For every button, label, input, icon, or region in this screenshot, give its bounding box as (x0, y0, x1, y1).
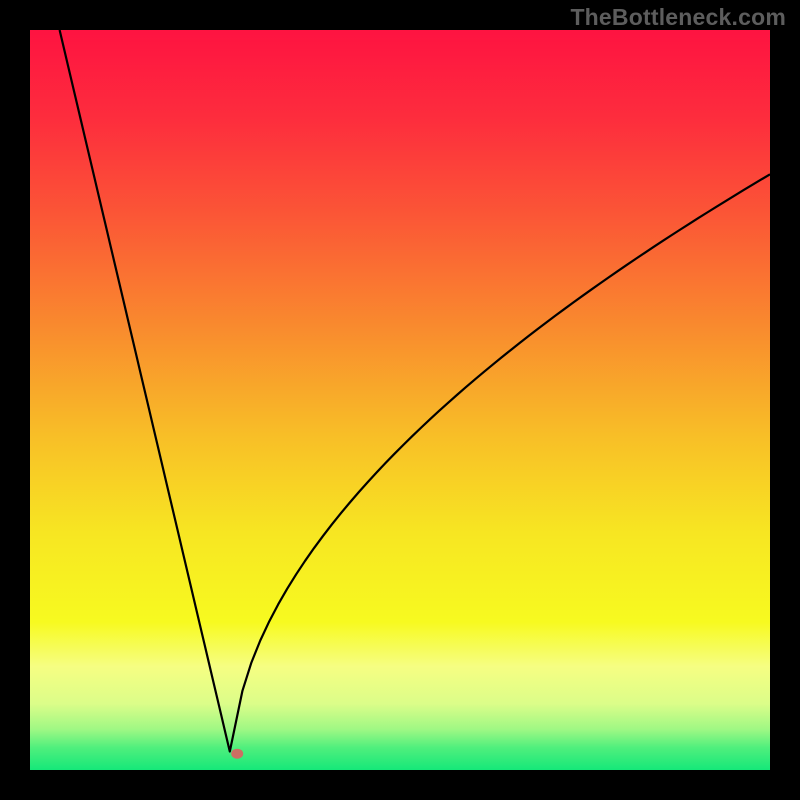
chart-wrapper: TheBottleneck.com (0, 0, 800, 800)
plot-background (30, 30, 770, 770)
optimal-marker-dot (231, 749, 243, 759)
bottleneck-curve-chart (0, 0, 800, 800)
